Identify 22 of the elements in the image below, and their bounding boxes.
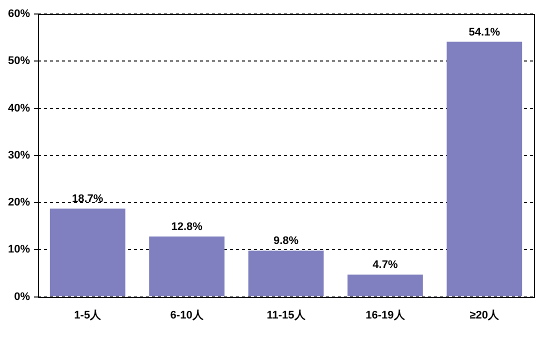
data-label: 9.8% [273, 235, 299, 248]
bar [50, 208, 126, 296]
x-tick-label: 16-19人 [366, 309, 406, 322]
data-label: 12.8% [171, 221, 203, 233]
data-label: 4.7% [372, 259, 398, 272]
x-tick-label: 6-10人 [170, 309, 204, 322]
y-tick-label: 60% [8, 8, 30, 20]
x-tick-label: 1-5人 [74, 309, 102, 322]
y-tick-label: 50% [8, 55, 30, 68]
data-label: 18.7% [72, 193, 104, 206]
x-tick-label: 11-15人 [266, 309, 306, 322]
y-tick-label: 10% [8, 244, 30, 256]
y-tick-label: 40% [8, 102, 30, 114]
data-label: 54.1% [468, 26, 500, 38]
bar [149, 236, 225, 296]
y-tick-label: 20% [8, 196, 30, 209]
y-tick-label: 30% [8, 149, 30, 162]
y-tick-label: 0% [14, 290, 30, 303]
x-tick-label: ≥20人 [470, 309, 500, 322]
bar [248, 250, 324, 296]
bar [446, 42, 522, 296]
bar [348, 274, 423, 296]
